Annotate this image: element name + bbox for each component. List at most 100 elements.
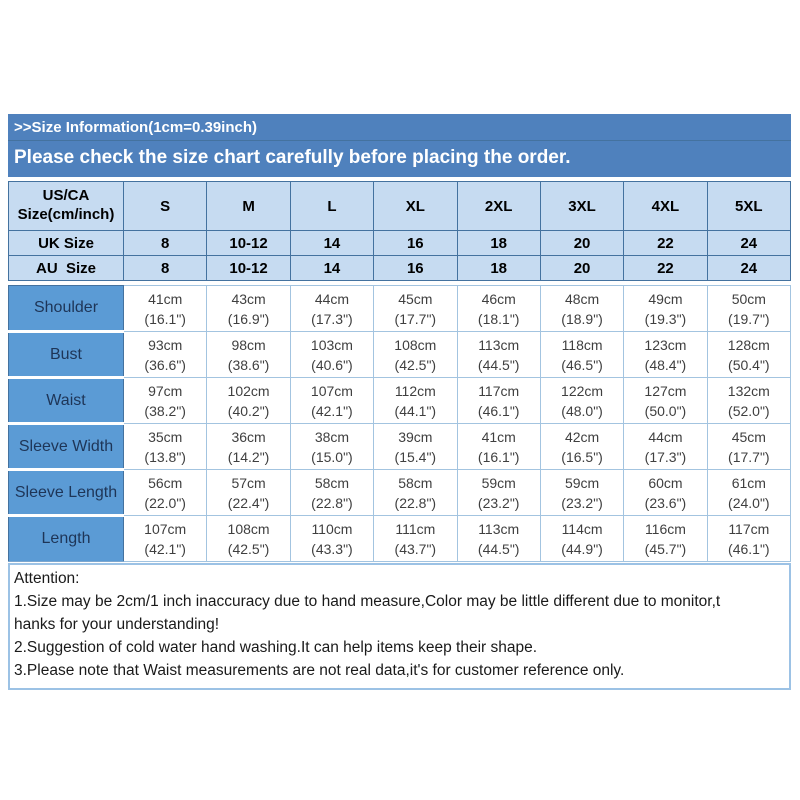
- measurement-value-cell: 39cm (15.4"): [373, 423, 458, 470]
- measurement-cm-value: 44cm: [648, 428, 683, 445]
- size-column-header: 2XL: [456, 181, 541, 231]
- measurement-cm-value: 42cm: [564, 428, 600, 445]
- measurement-label: Sleeve Length: [8, 468, 124, 516]
- size-column-header: XL: [373, 181, 458, 231]
- measurement-cm-value: 49cm: [648, 290, 683, 307]
- measurement-cm-value: 50cm: [731, 290, 766, 307]
- measurement-value-cell: 41cm (16.1"): [456, 423, 541, 470]
- measurement-inch-value: (45.7"): [644, 540, 687, 557]
- measurement-value-cell: 46cm (18.1"): [456, 285, 541, 332]
- measurement-inch-value: (18.1"): [477, 310, 520, 327]
- measurement-inch-value: (23.2"): [561, 494, 603, 511]
- measurement-cm-value: 117cm: [478, 382, 520, 399]
- measurement-cm-value: 58cm: [398, 474, 433, 491]
- size-row-label: UK Size: [8, 230, 124, 256]
- measurement-inch-value: (22.0"): [144, 494, 186, 511]
- attention-note-line: hanks for your understanding!: [14, 616, 220, 633]
- measurement-value-cell: 127cm (50.0"): [623, 377, 708, 424]
- measurement-value-cell: 111cm (43.7"): [373, 515, 458, 562]
- measurement-cm-value: 107cm: [144, 520, 187, 537]
- measurement-value-cell: 128cm (50.4"): [706, 331, 792, 378]
- measurement-inch-value: (23.6"): [644, 494, 687, 511]
- measurement-value-cell: 45cm (17.7"): [373, 285, 458, 332]
- size-value-cell: 22: [623, 255, 708, 281]
- measurement-value-cell: 61cm (24.0"): [706, 469, 792, 516]
- corner-label-line2: Size(cm/inch): [17, 206, 115, 223]
- measurement-cm-value: 132cm: [727, 382, 770, 399]
- size-row: UK Size 8 10-12 14 16 18 20 22 24: [8, 230, 792, 256]
- size-value-cell: 8: [122, 230, 208, 256]
- measurement-cm-value: 56cm: [148, 474, 183, 491]
- measurement-value-cell: 48cm (18.9"): [539, 285, 625, 332]
- measurement-cm-value: 122cm: [561, 382, 604, 399]
- measurement-inch-value: (16.1"): [144, 310, 186, 327]
- measurement-cm-value: 46cm: [481, 290, 516, 307]
- size-column-header: S: [122, 181, 208, 231]
- measurement-row: Waist 97cm (38.2") 102cm (40.2") 107cm (42.1")…: [8, 376, 792, 424]
- measurement-cm-value: 127cm: [644, 382, 687, 399]
- measurement-cm-value: 59cm: [564, 474, 600, 491]
- size-value-cell: 20: [539, 255, 625, 281]
- measurement-cm-value: 114cm: [561, 520, 603, 537]
- size-value-cell: 14: [289, 255, 375, 281]
- measurement-cm-value: 107cm: [310, 382, 353, 399]
- size-column-header: 3XL: [539, 181, 625, 231]
- attention-note-line: Attention:: [14, 570, 80, 587]
- measurement-value-cell: 93cm (36.6"): [122, 331, 208, 378]
- size-value-cell: 16: [373, 230, 458, 256]
- measurement-value-cell: 41cm (16.1"): [122, 285, 208, 332]
- measurement-cm-value: 111cm: [395, 520, 436, 537]
- measurement-cm-value: 39cm: [398, 428, 433, 445]
- measurement-value-cell: 58cm (22.8"): [289, 469, 375, 516]
- measurement-value-cell: 35cm (13.8"): [122, 423, 208, 470]
- measurement-inch-value: (16.5"): [561, 448, 603, 465]
- measurement-inch-value: (50.4"): [728, 356, 770, 373]
- measurement-value-cell: 122cm (48.0"): [539, 377, 625, 424]
- measurement-inch-value: (17.3"): [644, 448, 687, 465]
- measurement-inch-value: (44.9"): [561, 540, 603, 557]
- measurement-value-cell: 50cm (19.7"): [706, 285, 792, 332]
- measurement-cm-value: 57cm: [231, 474, 266, 491]
- measurement-value-cell: 44cm (17.3"): [623, 423, 708, 470]
- measurement-inch-value: (46.5"): [561, 356, 603, 373]
- measurement-cm-value: 102cm: [227, 382, 270, 399]
- measurement-inch-value: (17.3"): [311, 310, 353, 327]
- measurement-row: Shoulder 41cm (16.1") 43cm (16.9") 44cm (17.3"…: [8, 285, 792, 332]
- measurement-value-cell: 108cm (42.5"): [206, 515, 291, 562]
- measurement-cm-value: 118cm: [561, 336, 603, 353]
- measurement-inch-value: (19.7"): [728, 310, 770, 327]
- measurement-cm-value: 112cm: [394, 382, 436, 399]
- measurement-value-cell: 49cm (19.3"): [623, 285, 708, 332]
- measurement-value-cell: 38cm (15.0"): [289, 423, 375, 470]
- measurement-cm-value: 113cm: [478, 336, 520, 353]
- measurement-value-cell: 59cm (23.2"): [456, 469, 541, 516]
- measurement-inch-value: (44.5"): [477, 356, 520, 373]
- size-value-cell: 22: [623, 230, 708, 256]
- measurement-value-cell: 42cm (16.5"): [539, 423, 625, 470]
- measurement-inch-value: (14.2"): [227, 448, 270, 465]
- size-value-cell: 24: [706, 230, 792, 256]
- measurement-cm-value: 58cm: [314, 474, 350, 491]
- measurement-value-cell: 98cm (38.6"): [206, 331, 291, 378]
- size-chart-content: >>Size Information(1cm=0.39inch) Please …: [8, 114, 792, 690]
- measurement-value-cell: 97cm (38.2"): [122, 377, 208, 424]
- measurement-label: Sleeve Width: [8, 422, 124, 470]
- measurement-inch-value: (44.5"): [477, 540, 520, 557]
- measurement-inch-value: (15.0"): [311, 448, 353, 465]
- attention-note-line: 3.Please note that Waist measurements ar…: [14, 662, 625, 679]
- measurement-value-cell: 36cm (14.2"): [206, 423, 291, 470]
- measurement-inch-value: (16.9"): [227, 310, 270, 327]
- size-column-header: 4XL: [623, 181, 708, 231]
- measurement-inch-value: (15.4"): [394, 448, 437, 465]
- size-value-cell: 8: [122, 255, 208, 281]
- measurement-row: Sleeve Length 56cm (22.0") 57cm (22.4") 58cm (…: [8, 468, 792, 516]
- size-conversion-table: US/CA Size(cm/inch) S M L XL 2XL 3XL 4XL 5XL UK…: [8, 181, 792, 281]
- measurement-inch-value: (24.0"): [728, 494, 770, 511]
- measurement-value-cell: 113cm (44.5"): [456, 515, 541, 562]
- measurement-inch-value: (50.0"): [644, 402, 687, 419]
- measurement-value-cell: 45cm (17.7"): [706, 423, 792, 470]
- measurement-cm-value: 61cm: [731, 474, 766, 491]
- measurement-cm-value: 103cm: [310, 336, 353, 353]
- measurement-value-cell: 57cm (22.4"): [206, 469, 291, 516]
